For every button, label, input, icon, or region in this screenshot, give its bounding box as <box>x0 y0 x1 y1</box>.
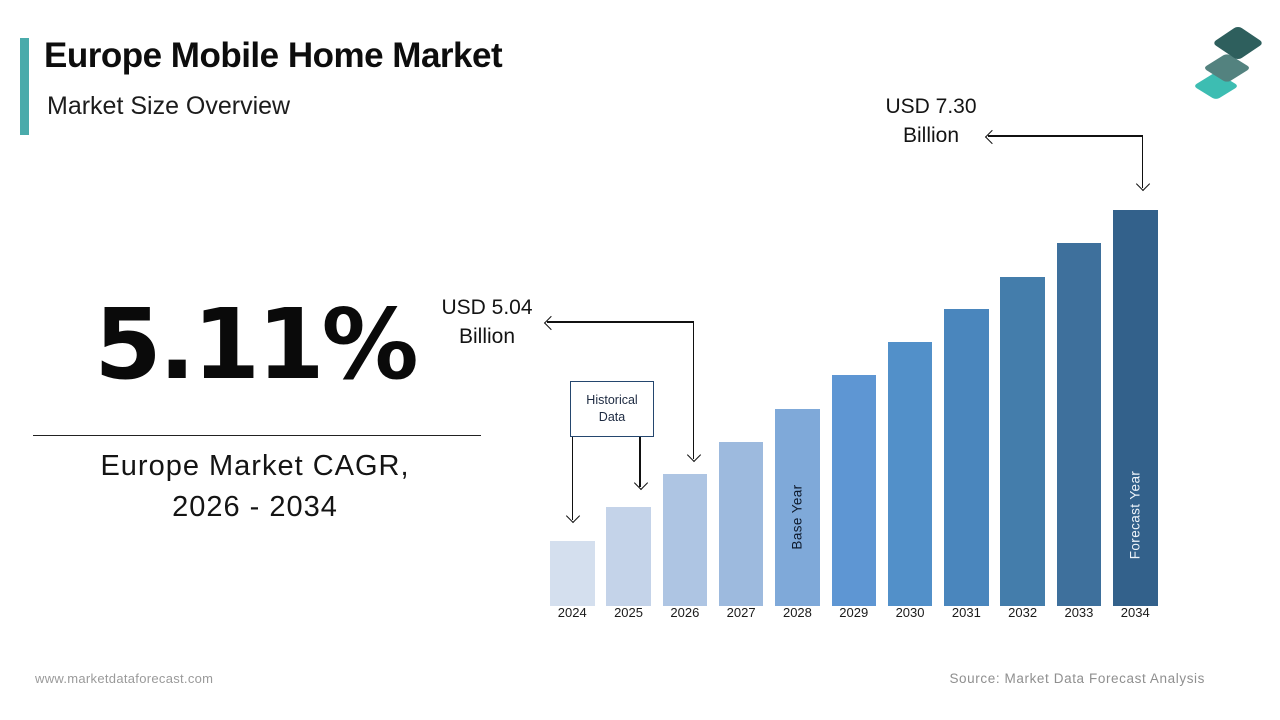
layers-logo-icon <box>1195 27 1262 99</box>
historical-data-line2: Data <box>598 410 626 424</box>
annotation-2034-line2: Billion <box>902 124 960 147</box>
bar-year-label-2025: 2025 <box>614 605 643 620</box>
cagr-divider <box>33 435 481 436</box>
bar-year-label-2029: 2029 <box>839 605 869 620</box>
arrow-line-2034-vertical <box>1141 135 1143 188</box>
bar-2033 <box>1056 242 1102 606</box>
arrowhead-down-2034-icon <box>1135 176 1151 192</box>
annotation-2026-line1: USD 5.04 <box>441 296 533 319</box>
bar-year-label-2034: 2034 <box>1120 605 1150 620</box>
bar-year-label-2033: 2033 <box>1064 605 1094 620</box>
arrowhead-down-2025-icon <box>633 475 648 491</box>
inbar-label-2034: Forecast Year <box>1127 470 1143 560</box>
website-link[interactable]: www.marketdataforecast.com <box>35 671 214 686</box>
bar-year-label-2027: 2027 <box>726 605 756 620</box>
arrow-line-2025-vertical <box>639 437 641 487</box>
bar-2028: Base Year <box>775 408 820 606</box>
bar-year-label-2028: 2028 <box>782 605 812 620</box>
historical-data-line1: Historical <box>586 393 638 407</box>
bar-2024 <box>550 541 595 606</box>
annotation-2034-line1: USD 7.30 <box>885 95 977 118</box>
arrowhead-left-2026-icon <box>543 315 559 330</box>
arrow-line-2026-horizontal <box>547 321 694 323</box>
cagr-value: 5.11% <box>94 288 419 401</box>
bar-2034: Forecast Year <box>1113 210 1158 606</box>
cagr-label: Europe Market CAGR, 2026 - 2034 <box>55 446 455 528</box>
arrowhead-left-2034-icon <box>984 129 1000 144</box>
bar-year-label-2031: 2031 <box>951 605 981 620</box>
arrow-line-2026-vertical <box>692 321 694 459</box>
page-title: Europe Mobile Home Market <box>44 36 503 75</box>
cagr-label-line2: 2026 - 2034 <box>172 491 338 523</box>
arrowhead-down-2026-icon <box>686 447 702 463</box>
source-credit: Source: Market Data Forecast Analysis <box>949 671 1205 686</box>
page-subtitle: Market Size Overview <box>47 92 291 120</box>
title-accent-bar <box>20 38 29 135</box>
bar-year-label-2030: 2030 <box>895 605 925 620</box>
bar-year-label-2024: 2024 <box>557 605 587 620</box>
inbar-label-2028: Base Year <box>789 484 805 550</box>
annotation-2034-value: USD 7.30 Billion <box>876 92 986 150</box>
annotation-2026-line2: Billion <box>458 325 516 348</box>
bar-year-label-2026: 2026 <box>670 605 700 620</box>
bar-2032 <box>1000 276 1045 606</box>
bar-2026 <box>662 474 708 606</box>
cagr-label-line1: Europe Market CAGR, <box>100 450 410 482</box>
arrowhead-down-2024-icon <box>565 508 581 524</box>
bar-2031 <box>944 309 989 606</box>
bar-year-label-2032: 2032 <box>1008 605 1038 620</box>
annotation-2026-value: USD 5.04 Billion <box>432 293 542 351</box>
arrow-line-2034-horizontal <box>988 135 1143 137</box>
bar-2029 <box>831 374 876 606</box>
bar-2025 <box>606 507 651 606</box>
arrow-line-2024-vertical <box>571 437 573 520</box>
bar-2027 <box>718 441 764 606</box>
historical-data-box: Historical Data <box>570 381 654 437</box>
bar-2030 <box>887 342 933 606</box>
